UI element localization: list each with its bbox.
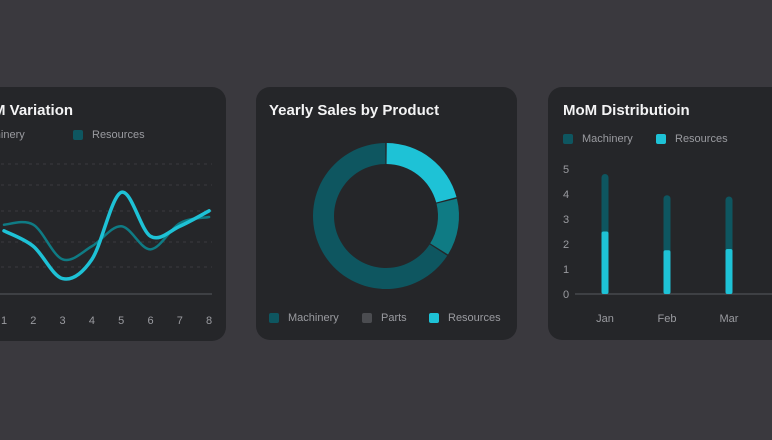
legend-swatch	[563, 134, 573, 144]
legend-item-resources: Resources	[73, 129, 145, 141]
x-tick-label: 2	[30, 315, 36, 327]
x-tick-label: 6	[147, 315, 153, 327]
legend-swatch	[362, 313, 372, 323]
legend-item-machinery: Machinery	[563, 133, 633, 145]
bar-resources	[725, 249, 733, 294]
x-tick-label: 4	[89, 315, 95, 327]
legend-label: Machinery	[288, 312, 339, 324]
line-series-machinery	[2, 215, 211, 262]
legend-label: Machinery	[582, 133, 633, 145]
legend-swatch	[269, 313, 279, 323]
card-title: Yearly Sales by Product	[269, 102, 440, 119]
x-tick-label: 5	[118, 315, 124, 327]
card-title: M Variation	[0, 102, 74, 119]
donut-chart-card: Yearly Sales by Product Machinery Parts …	[256, 87, 517, 340]
donut-slice-resources	[386, 143, 457, 203]
x-tick-label: Jan	[596, 313, 614, 325]
donut-slice-machinery	[313, 143, 448, 289]
legend-label: Resources	[92, 129, 145, 141]
x-tick-label: 8	[206, 315, 212, 327]
bar-chart: 0 1 2 3 4 5 Jan Feb Mar	[563, 164, 772, 325]
legend-label: Parts	[381, 312, 407, 324]
y-tick-label: 2	[563, 239, 569, 251]
legend-item-resources: Resources	[656, 133, 728, 145]
x-tick-label: 3	[60, 315, 66, 327]
bar-resources	[663, 250, 671, 294]
y-tick-label: 4	[563, 189, 569, 201]
legend-item-resources: Resources	[429, 312, 501, 324]
legend-swatch	[73, 130, 83, 140]
legend-swatch	[429, 313, 439, 323]
legend-item-machinery: Machinery	[269, 312, 339, 324]
y-tick-label: 1	[563, 264, 569, 276]
x-tick-label: 7	[177, 315, 183, 327]
legend-label: Resources	[675, 133, 728, 145]
donut-slice-parts	[430, 198, 459, 255]
legend-swatch	[656, 134, 666, 144]
line-chart-card: M Variation Machinery Resources 1 2 3 4 5 6 7 8	[0, 87, 226, 341]
y-tick-label: 5	[563, 164, 569, 176]
card-title: MoM Distributioin	[563, 102, 690, 119]
legend-label: Machinery	[0, 129, 25, 141]
line-chart: 1 2 3 4 5 6 7 8	[0, 163, 212, 327]
x-tick-label: 1	[1, 315, 7, 327]
donut-chart	[313, 143, 459, 289]
legend-item-machinery: Machinery	[0, 129, 25, 141]
legend-item-parts: Parts	[362, 312, 407, 324]
line-series-resources	[2, 190, 211, 281]
x-tick-label: Feb	[658, 313, 677, 325]
y-tick-label: 0	[563, 289, 569, 301]
x-tick-label: Mar	[720, 313, 739, 325]
bar-resources	[601, 231, 609, 294]
bar-chart-card: MoM Distributioin Machinery Resources 0 1…	[548, 87, 772, 340]
y-tick-label: 3	[563, 214, 569, 226]
legend-label: Resources	[448, 312, 501, 324]
